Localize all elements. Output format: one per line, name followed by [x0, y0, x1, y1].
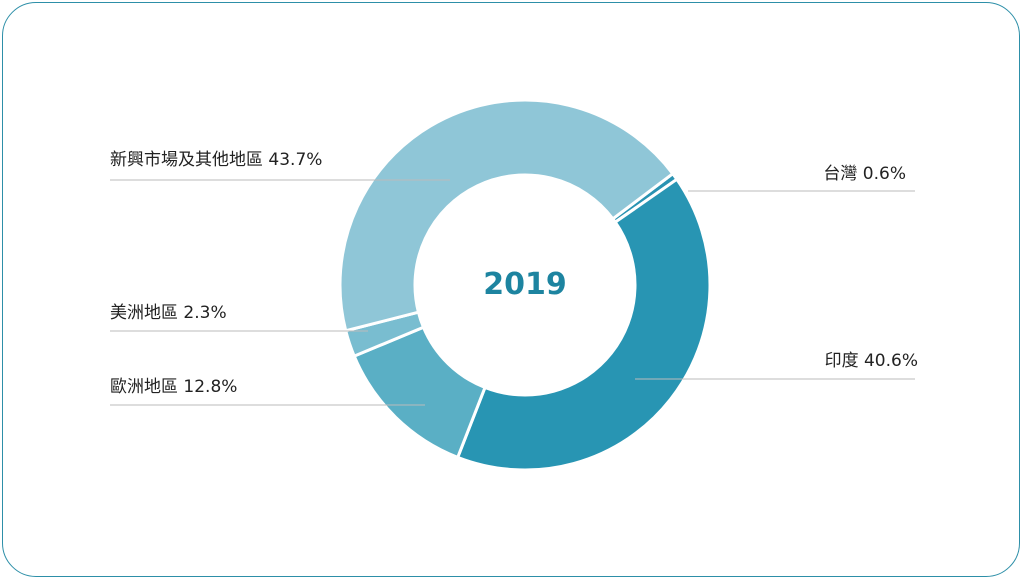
- slice-label-europe: 歐洲地區 12.8%: [110, 377, 237, 397]
- slice-label-taiwan: 台灣 0.6%: [823, 164, 906, 184]
- donut-slices: [338, 98, 712, 472]
- slice-label-india: 印度 40.6%: [825, 351, 918, 371]
- slice-emerging: [338, 98, 675, 333]
- donut-center-year: 2019: [483, 267, 567, 302]
- slice-label-americas: 美洲地區 2.3%: [110, 303, 227, 323]
- slice-label-emerging: 新興市場及其他地區 43.7%: [110, 150, 322, 170]
- leader-lines: [110, 179, 915, 406]
- slice-india: [455, 177, 712, 472]
